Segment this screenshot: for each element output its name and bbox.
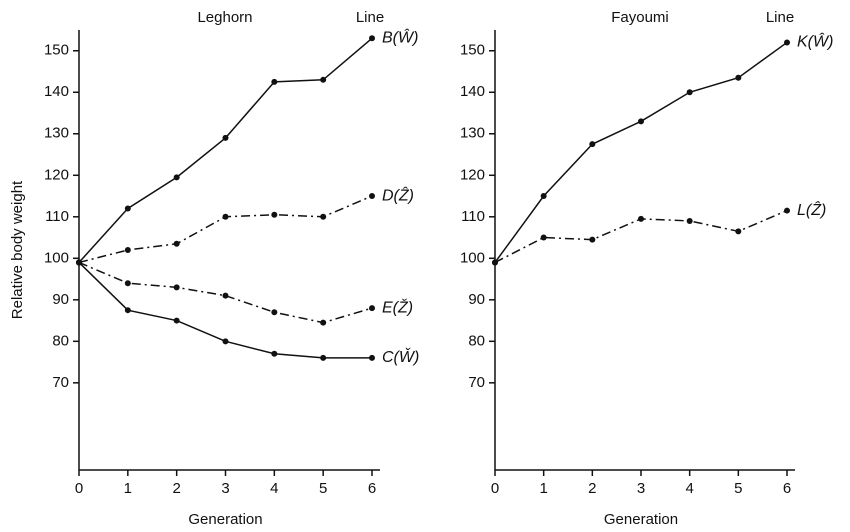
data-point	[369, 193, 375, 200]
y-tick-label: 140	[460, 83, 485, 100]
x-tick-label: 3	[221, 480, 229, 497]
data-point	[271, 78, 278, 85]
y-tick-label: 120	[460, 166, 485, 183]
x-tick-label: 1	[124, 480, 132, 497]
data-point	[222, 292, 229, 299]
data-point	[784, 207, 790, 214]
data-point	[173, 174, 180, 181]
data-point	[320, 354, 327, 361]
series-label: L(Ẑ)	[797, 200, 826, 219]
data-point	[173, 284, 180, 291]
x-tick-label: 5	[734, 480, 742, 497]
y-tick-label: 70	[52, 374, 69, 391]
y-axis-label: Relative body weight	[9, 180, 26, 319]
data-point	[173, 240, 180, 247]
data-point	[540, 193, 547, 200]
y-tick-label: 150	[460, 42, 485, 59]
x-axis-label: Generation	[188, 511, 262, 528]
x-tick-label: 0	[75, 480, 83, 497]
x-tick-label: 2	[588, 480, 596, 497]
chart-title: Leghorn	[197, 9, 252, 26]
y-tick-label: 140	[44, 83, 69, 100]
data-point	[271, 211, 278, 218]
chart-title: Fayoumi	[611, 9, 669, 26]
data-point	[320, 319, 327, 326]
data-point	[589, 236, 596, 243]
data-point	[686, 89, 693, 96]
data-point	[173, 317, 180, 324]
series-label: B(Ŵ)	[382, 28, 418, 47]
y-tick-label: 70	[468, 374, 485, 391]
data-point	[686, 217, 693, 224]
legend-title: Line	[766, 9, 794, 26]
data-point	[638, 215, 644, 222]
y-tick-label: 150	[44, 42, 69, 59]
x-tick-label: 3	[637, 480, 645, 497]
data-point	[369, 35, 375, 42]
data-point	[124, 307, 131, 314]
x-tick-label: 2	[172, 480, 180, 497]
y-tick-label: 110	[461, 208, 485, 225]
series-label: E(Ž)	[382, 297, 413, 316]
data-point	[369, 354, 375, 361]
series-line	[78, 261, 373, 324]
data-point	[124, 280, 131, 287]
data-point	[589, 141, 596, 148]
data-point	[222, 213, 229, 220]
data-point	[735, 228, 742, 235]
series-line	[78, 195, 373, 264]
data-point	[76, 259, 82, 266]
data-point	[222, 134, 229, 141]
y-tick-label: 90	[52, 291, 69, 308]
x-tick-label: 4	[270, 480, 278, 497]
x-tick-label: 6	[783, 480, 791, 497]
data-point	[124, 247, 131, 253]
x-tick-label: 5	[319, 480, 327, 497]
y-tick-label: 100	[460, 249, 485, 266]
x-axis-label: Generation	[604, 511, 678, 528]
x-tick-label: 0	[491, 480, 499, 497]
x-tick-label: 6	[368, 480, 376, 497]
series-label: C(W̌)	[382, 346, 419, 366]
data-point	[369, 305, 375, 312]
data-point	[124, 205, 131, 212]
legend-title: Line	[356, 9, 384, 26]
series-line	[78, 37, 373, 263]
series-line	[494, 41, 788, 263]
data-point	[320, 76, 327, 83]
data-point	[271, 350, 278, 357]
series-label: D(Ẑ)	[382, 185, 414, 204]
y-tick-label: 130	[460, 125, 485, 142]
y-tick-label: 120	[44, 166, 69, 183]
data-point	[492, 259, 498, 266]
y-tick-label: 90	[468, 291, 485, 308]
series-label: K(Ŵ)	[797, 32, 833, 51]
data-point	[320, 213, 327, 220]
data-point	[271, 309, 278, 316]
data-point	[735, 74, 742, 81]
y-tick-label: 130	[44, 125, 69, 142]
data-point	[784, 39, 790, 46]
data-point	[638, 118, 644, 125]
y-tick-label: 80	[468, 332, 485, 349]
data-point	[222, 338, 229, 345]
y-tick-label: 110	[45, 208, 69, 225]
x-tick-label: 4	[685, 480, 693, 497]
y-tick-label: 80	[52, 332, 69, 349]
y-tick-label: 100	[44, 249, 69, 266]
data-point	[540, 234, 547, 241]
x-tick-label: 1	[539, 480, 547, 497]
